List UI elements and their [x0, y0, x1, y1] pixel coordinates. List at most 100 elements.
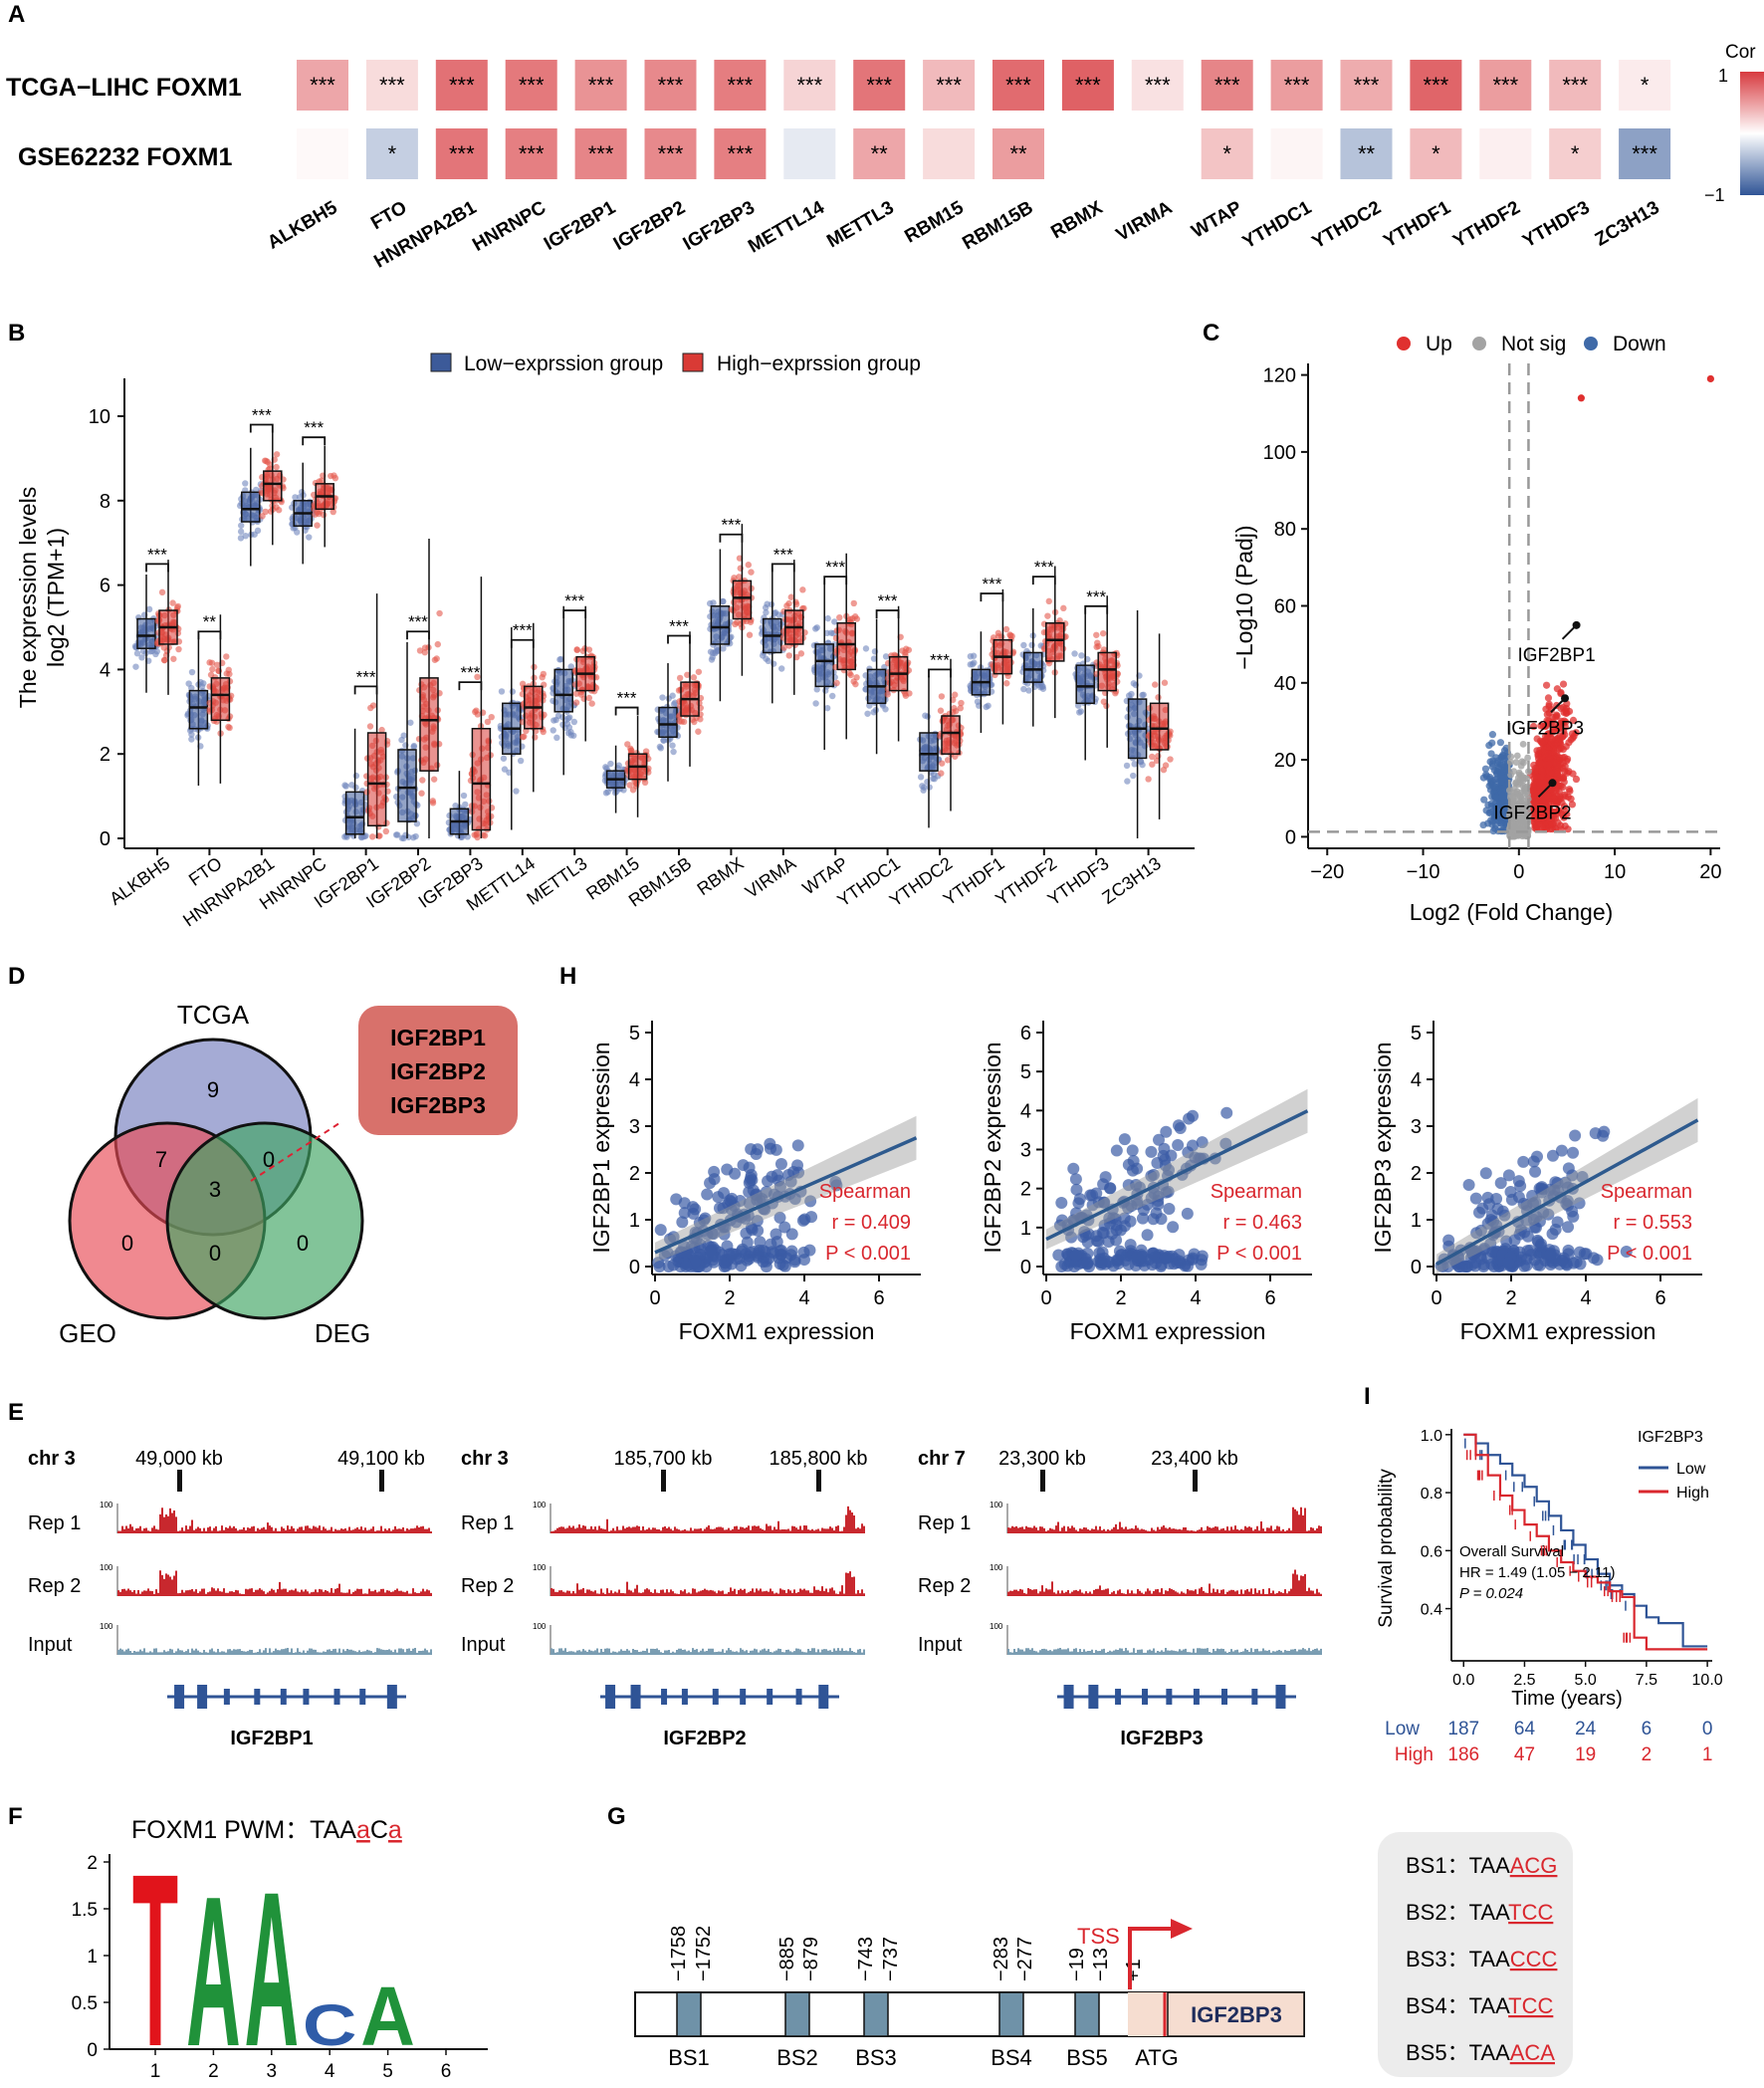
heat-cell-gse [1061, 128, 1114, 179]
scatter-point [1546, 1228, 1559, 1241]
scatter-ylabel: IGF2BP1 expression [588, 1042, 614, 1253]
track-row-label: Rep 1 [918, 1512, 971, 1534]
boxplot-jitter-point [1100, 698, 1108, 705]
km-ytick-label: 0.4 [1421, 1602, 1442, 1619]
scatter-point [1567, 1146, 1580, 1159]
boxplot-jitter-point [602, 790, 610, 797]
motif-base: TAA [1469, 1853, 1510, 1878]
km-curve-high [1463, 1433, 1708, 1651]
scatter-xtick-label: 0 [1431, 1287, 1441, 1309]
scatter-point [737, 1159, 750, 1172]
motif-base: TAA [1469, 1947, 1510, 1972]
correlation-heatmap: *** *************************************… [297, 60, 1671, 179]
scatter-point [1569, 1129, 1582, 1142]
boxplot-jitter-point [573, 646, 580, 654]
volcano-point-up [1706, 374, 1714, 383]
binding-site-label: BS2 [776, 2045, 818, 2070]
motif-entry: BS3：TAACCC [1406, 1947, 1558, 1972]
scatter-point [1591, 1254, 1604, 1267]
boxplot-jitter-point [188, 736, 195, 743]
binding-site-block [676, 1991, 702, 2037]
boxplot-jitter-point [736, 555, 744, 562]
boxplot-jitter-point [720, 597, 727, 605]
pwm-seq-c: C [370, 1816, 388, 1844]
logo-xtick-label: 5 [382, 2061, 393, 2082]
scatter-point [1494, 1177, 1507, 1190]
boxplot-jitter-point [1124, 778, 1131, 785]
scatter-point [1131, 1162, 1144, 1175]
km-ytick-label: 1.0 [1421, 1428, 1442, 1445]
boxplot-sig-label: *** [825, 558, 845, 577]
scatter-ytick-label: 0 [1411, 1257, 1422, 1278]
volcano-point-up [1532, 772, 1540, 780]
km-xtick-label: 2.5 [1513, 1672, 1535, 1689]
heat-sig-gse: ** [1009, 141, 1027, 166]
boxplot-jitter-point [824, 614, 831, 622]
boxplot-jitter-point [498, 688, 506, 695]
boxplot-jitter-point [1149, 753, 1156, 761]
boxplot-ytick-label: 6 [100, 576, 110, 597]
venn-result-gene-3: IGF2BP3 [390, 1092, 486, 1118]
scatter-ytick-label: 3 [1020, 1140, 1031, 1162]
gene-model-exon [1115, 1689, 1122, 1705]
heat-sig-gse: ** [871, 141, 889, 166]
boxplot-jitter-point [1161, 679, 1169, 686]
scatter-p-label: P < 0.001 [1216, 1243, 1302, 1265]
scatter-ytick-label: 1 [629, 1210, 640, 1232]
boxplot-jitter-point [501, 766, 509, 773]
gene-model-exon [1142, 1689, 1149, 1705]
boxplot-jitter-point [242, 532, 249, 540]
boxplot-jitter-point [1003, 680, 1010, 687]
venn-count-tcga-geo: 7 [155, 1147, 167, 1172]
boxplot-jitter-point [254, 527, 262, 535]
heat-cell-tcga [1410, 60, 1462, 111]
boxplot-sig-bracket [875, 609, 900, 619]
boxplot-box [471, 728, 492, 831]
boxplot-box [419, 677, 439, 772]
km-annotation-title: Overall Survival [1459, 1543, 1564, 1560]
volcano-point-up [1545, 767, 1553, 775]
heat-sig-tcga: *** [1214, 73, 1240, 98]
scatter-point [1469, 1192, 1482, 1205]
volcano-point-notsig [1519, 740, 1527, 748]
boxplot-jitter-point [669, 742, 676, 749]
boxplot-jitter-point [1020, 641, 1027, 649]
km-xtick-label: 10.0 [1692, 1672, 1723, 1689]
heat-cell-gse [1549, 128, 1602, 179]
boxplot-jitter-point [567, 732, 574, 739]
boxplot-jitter-point [200, 680, 207, 687]
boxplot-sig-label: *** [408, 612, 428, 631]
panel-d: D TCGA GEO DEG 9 7 0 3 0 0 0 IGF2BP1 IGF… [8, 963, 518, 1348]
boxplot-jitter-point [517, 757, 525, 765]
heat-cell-tcga [297, 60, 348, 111]
boxplot-jitter-point [1167, 756, 1174, 763]
boxplot-jitter-point [429, 800, 437, 807]
heat-gene-label: IGF2BP3 [680, 197, 759, 255]
volcano-point-down [1479, 820, 1487, 829]
heat-cell-tcga [505, 60, 557, 111]
boxplot-jitter-point [642, 748, 650, 755]
scatter-point [1490, 1192, 1503, 1205]
boxplot-jitter-point [418, 790, 425, 797]
risk-low-label: Low [1385, 1719, 1420, 1740]
boxplot-sig-bracket [406, 630, 430, 640]
boxplot-jitter-point [588, 700, 595, 707]
boxplot-jitter-point [785, 652, 792, 659]
boxplot-box [941, 715, 961, 755]
scatter-point [1145, 1145, 1158, 1158]
boxplot-jitter-point [368, 833, 376, 840]
boxplot-ytick-label: 8 [100, 491, 110, 513]
logo-letter: A [245, 1847, 300, 2088]
heat-cell-gse [505, 128, 557, 179]
scatter-point [704, 1245, 717, 1258]
scatter-point [1167, 1221, 1180, 1234]
binding-site-block [784, 1991, 810, 2037]
promoter-position-label: −19 [1066, 1948, 1088, 1981]
boxplot-jitter-point [585, 694, 593, 702]
volcano-xtick-label: 0 [1513, 861, 1524, 883]
scatter-point [654, 1224, 667, 1237]
panel-label-i: I [1364, 1383, 1371, 1410]
boxplot-jitter-point [967, 652, 975, 660]
boxplot-jitter-point [273, 451, 281, 458]
